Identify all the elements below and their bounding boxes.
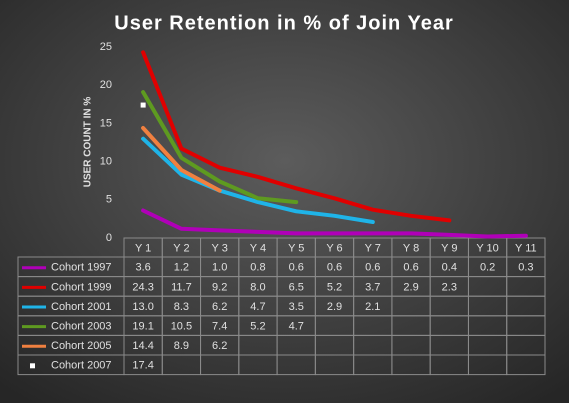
table-value: 24.3 — [132, 281, 153, 293]
table-value: 6.2 — [212, 340, 227, 352]
table-value: 0.8 — [250, 262, 265, 274]
legend-label: Cohort 2001 — [51, 301, 112, 313]
table-value: 1.0 — [212, 262, 227, 274]
y-tick-label: 15 — [100, 117, 112, 129]
table-cell — [506, 354, 546, 376]
table-value: 5.2 — [250, 321, 265, 333]
table-value: 3.5 — [289, 301, 304, 313]
x-tick-label: Y 4 — [250, 242, 266, 254]
y-tick-label: 20 — [100, 79, 112, 91]
legend-label: Cohort 1997 — [51, 262, 112, 274]
x-tick-label: Y 2 — [173, 242, 189, 254]
series-line — [141, 50, 452, 223]
table-value: 2.9 — [403, 281, 418, 293]
series-line — [141, 208, 528, 239]
x-tick-label: Y 5 — [288, 242, 304, 254]
table-value: 0.6 — [289, 262, 304, 274]
table-value: 3.7 — [365, 281, 380, 293]
table-value: 0.6 — [365, 262, 380, 274]
table-value: 2.9 — [327, 301, 342, 313]
table-value: 19.1 — [132, 321, 153, 333]
table-value: 11.7 — [171, 281, 192, 293]
chart-title: User Retention in % of Join Year — [114, 12, 453, 34]
table-value: 1.2 — [174, 262, 189, 274]
legend-swatch — [30, 363, 35, 369]
table-value: 5.2 — [327, 281, 342, 293]
table-value: 6.5 — [289, 281, 304, 293]
table-value: 14.4 — [132, 340, 153, 352]
table-value: 0.4 — [442, 262, 457, 274]
table-value: 17.4 — [132, 360, 153, 372]
table-value: 9.2 — [212, 281, 227, 293]
table-value: 10.5 — [171, 321, 192, 333]
table-value: 0.6 — [403, 262, 418, 274]
table-value: 8.3 — [174, 301, 189, 313]
x-tick-label: Y 11 — [515, 242, 537, 254]
x-tick-label: Y 1 — [135, 242, 151, 254]
legend-label: Cohort 1999 — [51, 281, 112, 293]
x-tick-label: Y 8 — [403, 242, 419, 254]
y-tick-label: 0 — [106, 232, 112, 244]
x-tick-label: Y 10 — [476, 242, 498, 254]
y-tick-label: 10 — [100, 156, 112, 168]
legend-label: Cohort 2005 — [51, 340, 112, 352]
x-tick-label: Y 9 — [441, 242, 457, 254]
y-tick-label: 5 — [106, 194, 112, 206]
series-line — [141, 90, 299, 205]
x-tick-label: Y 7 — [365, 242, 381, 254]
table-value: 7.4 — [212, 321, 227, 333]
table-value: 3.6 — [135, 262, 150, 274]
y-tick-label: 25 — [100, 41, 112, 53]
table-value: 0.6 — [327, 262, 342, 274]
table-value: 13.0 — [132, 301, 153, 313]
series-line — [141, 126, 222, 193]
table-value: 2.3 — [442, 281, 457, 293]
x-tick-label: Y 3 — [212, 242, 228, 254]
x-tick-label: Y 6 — [326, 242, 342, 254]
legend-label: Cohort 2003 — [51, 321, 112, 333]
y-axis-label: USER COUNT IN % — [83, 97, 94, 188]
table-value: 8.0 — [250, 281, 265, 293]
table-value: 8.9 — [174, 340, 189, 352]
table-value: 0.2 — [480, 262, 495, 274]
legend-label: Cohort 2007 — [51, 360, 112, 372]
table-value: 4.7 — [289, 321, 304, 333]
table-value: 0.3 — [518, 262, 533, 274]
series-marker — [140, 102, 146, 108]
table-value: 4.7 — [250, 301, 265, 313]
table-value: 6.2 — [212, 301, 227, 313]
series-line — [141, 136, 375, 224]
table-value: 2.1 — [365, 301, 380, 313]
